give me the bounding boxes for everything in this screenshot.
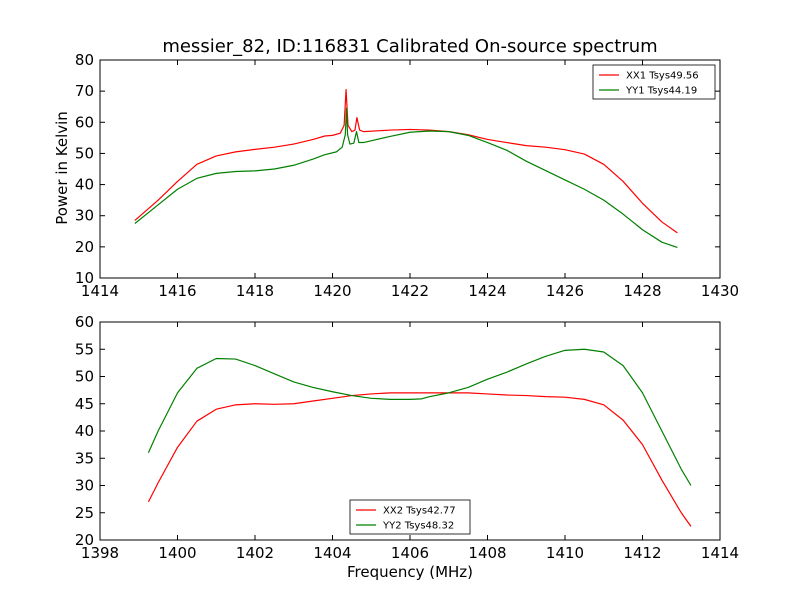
y-tick-label: 30 — [75, 477, 94, 495]
legend-label: XX2 Tsys42.77 — [383, 506, 456, 517]
x-tick-label: 1412 — [623, 544, 661, 562]
x-tick-label: 1402 — [236, 544, 274, 562]
x-tick-label: 1426 — [546, 282, 584, 300]
series-line-2 — [147, 348, 692, 486]
y-tick-label: 35 — [75, 449, 94, 467]
x-tick-label: 1410 — [546, 544, 584, 562]
x-tick-label: 1420 — [313, 282, 351, 300]
y-axis-label: Power in Kelvin — [53, 111, 71, 225]
legend-box — [349, 499, 471, 535]
series-line-1 — [134, 88, 678, 234]
legend-label: YY2 Tsys48.32 — [382, 521, 454, 532]
plot-2: 1398 1400 1402 1404 1406 1408 1410 1412 1414 20 25… — [75, 313, 739, 562]
x-tick-label: 1400 — [158, 544, 196, 562]
y-tick-label: 60 — [75, 113, 94, 131]
y-tick-label: 55 — [75, 340, 94, 358]
legend-label: YY1 Tsys44.19 — [625, 86, 697, 97]
x-tick-label: 1424 — [468, 282, 506, 300]
plots-layer: 1414 1416 1418 1420 1422 1424 1426 1428 1430 10 20… — [75, 51, 739, 562]
x-tick-label: 1414 — [701, 544, 739, 562]
series-line-2 — [134, 107, 678, 249]
legend-box — [592, 64, 716, 100]
x-tick-label: 1414 — [81, 282, 119, 300]
y-tick-label: 20 — [75, 238, 94, 256]
x-tick-label: 1406 — [391, 544, 429, 562]
x-tick-label: 1408 — [468, 544, 506, 562]
y-tick-label: 30 — [75, 207, 94, 225]
x-tick-label: 1416 — [158, 282, 196, 300]
y-tick-label: 40 — [75, 422, 94, 440]
figure-title: messier_82, ID:116831 Calibrated On-sour… — [162, 36, 657, 57]
x-tick-label: 1418 — [236, 282, 274, 300]
y-tick-label: 40 — [75, 176, 94, 194]
y-tick-label: 50 — [75, 368, 94, 386]
x-tick-label: 1430 — [701, 282, 739, 300]
x-tick-label: 1428 — [623, 282, 661, 300]
y-tick-label: 60 — [75, 313, 94, 331]
x-axis-label: Frequency (MHz) — [347, 563, 473, 581]
legend: XX1 Tsys49.56 YY1 Tsys44.19 — [592, 64, 716, 100]
x-tick-label: 1422 — [391, 282, 429, 300]
x-tick-label: 1404 — [313, 544, 351, 562]
series-line-1 — [147, 392, 692, 527]
y-tick-label: 45 — [75, 395, 94, 413]
plot-1: 1414 1416 1418 1420 1422 1424 1426 1428 1430 10 20… — [75, 51, 739, 300]
y-tick-label: 25 — [75, 504, 94, 522]
x-tick-label: 1398 — [81, 544, 119, 562]
y-tick-label: 20 — [75, 531, 94, 549]
y-tick-label: 70 — [75, 82, 94, 100]
y-tick-label: 50 — [75, 144, 94, 162]
legend-label: XX1 Tsys49.56 — [626, 71, 699, 82]
y-tick-label: 80 — [75, 51, 94, 69]
y-tick-label: 10 — [75, 269, 94, 287]
legend: XX2 Tsys42.77 YY2 Tsys48.32 — [349, 499, 471, 535]
